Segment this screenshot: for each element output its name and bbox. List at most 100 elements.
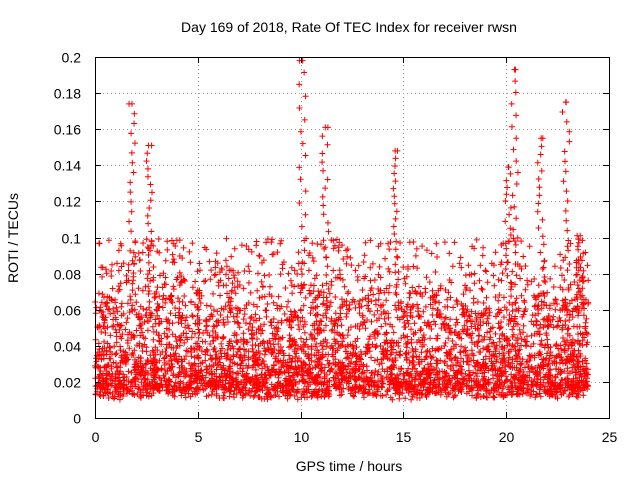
data-point [272,383,279,390]
data-point [226,357,233,364]
data-point [442,339,449,346]
data-point [322,322,329,329]
data-point [483,294,490,301]
data-point [156,293,163,300]
data-point [418,380,425,387]
data-point [391,200,398,207]
data-point [475,332,482,339]
data-point [169,385,176,392]
data-point [462,282,469,289]
data-point [474,299,481,306]
data-point [222,385,229,392]
data-point [320,294,327,301]
data-point [574,271,581,278]
data-point [110,322,117,329]
data-point [372,301,379,308]
data-point [313,340,320,347]
data-point [240,340,247,347]
data-point [203,393,210,400]
data-point [170,256,177,263]
data-point [494,378,501,385]
data-point [332,340,339,347]
data-point [575,331,582,338]
data-point [231,245,238,252]
data-point [551,385,558,392]
data-point [562,382,569,389]
data-point [302,211,309,218]
data-point [140,391,147,398]
data-point [513,180,520,187]
data-point [540,241,547,248]
data-point [422,289,429,296]
data-point [323,314,330,321]
data-point [273,358,280,365]
data-point [220,316,227,323]
data-point [165,381,172,388]
data-point [162,366,169,373]
data-point [320,167,327,174]
data-point [286,352,293,359]
data-point [445,289,452,296]
data-point [249,385,256,392]
data-point [449,337,456,344]
data-point [212,271,219,278]
data-point [154,300,161,307]
data-point [451,382,458,389]
data-point [565,247,572,254]
data-point [131,120,138,127]
data-point [129,100,136,107]
data-point [118,303,125,310]
data-point [511,379,518,386]
data-point [240,365,247,372]
data-point [368,370,375,377]
data-point [126,218,133,225]
data-point [419,293,426,300]
data-point [468,308,475,315]
data-point [155,235,162,242]
data-point [486,309,493,316]
data-point [296,164,303,171]
data-point [296,378,303,385]
data-point [290,382,297,389]
data-point [275,371,282,378]
data-point [327,299,334,306]
data-point [322,185,329,192]
data-point [495,276,502,283]
data-point [298,266,305,273]
data-point [523,342,530,349]
data-point [372,391,379,398]
data-point [480,345,487,352]
data-point [432,347,439,354]
data-point [307,310,314,317]
data-point [266,291,273,298]
data-point [514,234,521,241]
data-point [130,261,137,268]
data-point [473,391,480,398]
data-point [441,342,448,349]
data-point [98,328,105,335]
data-point [485,312,492,319]
data-point [354,273,361,280]
data-point [433,291,440,298]
data-point [224,319,231,326]
data-point [326,290,333,297]
data-point [500,383,507,390]
data-point [344,354,351,361]
data-point [132,238,139,245]
data-point [444,296,451,303]
data-point [423,353,430,360]
data-point [274,249,281,256]
data-point [402,350,409,357]
data-point [326,303,333,310]
data-point [183,353,190,360]
data-point [445,372,452,379]
data-point [314,391,321,398]
data-point [428,355,435,362]
data-point [528,332,535,339]
data-point [176,342,183,349]
data-point [109,371,116,378]
data-point [285,270,292,277]
data-point [141,319,148,326]
data-point [148,189,155,196]
data-point [280,363,287,370]
